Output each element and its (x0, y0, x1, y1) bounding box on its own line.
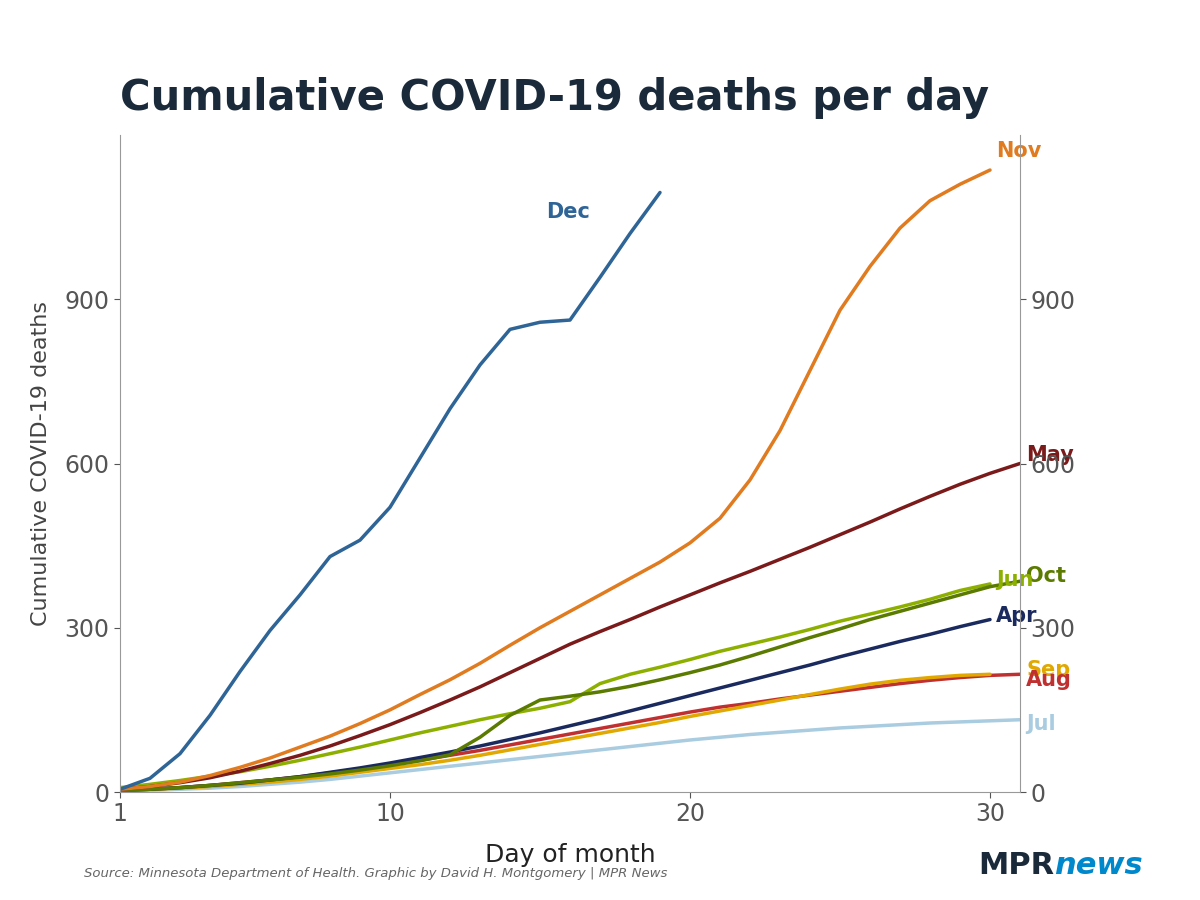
Text: Jun: Jun (996, 570, 1033, 590)
Text: MPR: MPR (978, 851, 1054, 880)
Text: Cumulative COVID-19 deaths per day: Cumulative COVID-19 deaths per day (120, 77, 989, 119)
Text: news: news (1054, 851, 1142, 880)
Text: May: May (1026, 446, 1074, 465)
Text: Sep: Sep (1026, 661, 1070, 680)
Text: Nov: Nov (996, 141, 1042, 161)
Text: Apr: Apr (996, 606, 1038, 626)
Text: Jul: Jul (1026, 714, 1056, 734)
Text: Aug: Aug (1026, 670, 1072, 689)
X-axis label: Day of month: Day of month (485, 843, 655, 867)
Text: Source: Minnesota Department of Health. Graphic by David H. Montgomery | MPR New: Source: Minnesota Department of Health. … (84, 868, 667, 880)
Y-axis label: Cumulative COVID-19 deaths: Cumulative COVID-19 deaths (31, 301, 50, 626)
Text: Oct: Oct (1026, 566, 1066, 586)
Text: Dec: Dec (546, 202, 590, 221)
